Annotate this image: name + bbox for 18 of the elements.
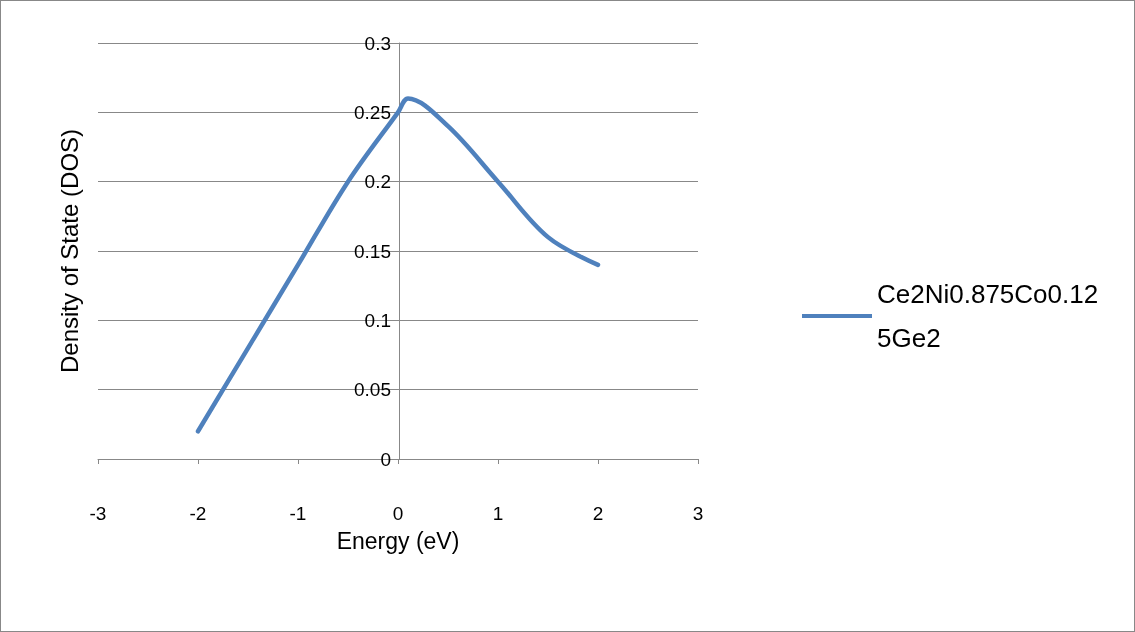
x-axis-title: Energy (eV) (336, 527, 460, 554)
legend-label: Ce2Ni0.875Co0.125Ge2 (877, 279, 1099, 353)
line-series (195, 96, 601, 434)
y-tick-label: 0.2 (364, 171, 391, 193)
y-axis-title: Density of State (DOS) (55, 128, 83, 374)
x-tick-label: 3 (692, 503, 704, 524)
y-tick-label: 0.1 (364, 309, 391, 331)
x-tick-label: -2 (189, 503, 207, 524)
x-tick-label: -3 (89, 503, 107, 524)
x-tick-label: 2 (592, 503, 604, 524)
y-tick-label: 0.05 (354, 379, 391, 401)
y-tick-label: 0 (380, 448, 391, 470)
y-tick-label: 0.15 (354, 240, 391, 262)
x-tick-label: -1 (289, 503, 307, 524)
y-tick-label: 0.3 (364, 32, 391, 54)
x-tick-label: 1 (492, 503, 504, 524)
y-tick-label: 0.25 (354, 101, 391, 123)
x-tick-label: 0 (392, 503, 404, 524)
